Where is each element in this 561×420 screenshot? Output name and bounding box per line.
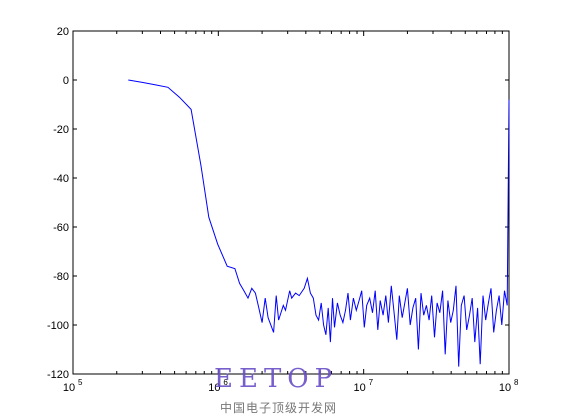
y-tick-label: -120 [47, 369, 69, 381]
x-tick-label-exponent: 5 [78, 378, 83, 387]
y-tick-label: -40 [53, 173, 69, 185]
x-tick-label-exponent: 8 [514, 378, 519, 387]
watermark-caption: 中国电子顶级开发网 [220, 401, 338, 415]
x-axis-tick-labels: 10 5 10 6 10 7 10 8 [63, 378, 519, 394]
axis-ticks [72, 30, 510, 375]
x-tick-label: 10 [354, 382, 366, 394]
series-group [128, 79, 510, 367]
y-tick-label: -60 [53, 222, 69, 234]
x-tick-label: 10 [499, 382, 511, 394]
x-tick-label: 10 [63, 382, 75, 394]
series-line [128, 79, 510, 367]
x-tick-label-exponent: 7 [369, 378, 374, 387]
y-tick-label: -20 [53, 124, 69, 136]
y-tick-label: 0 [63, 75, 69, 87]
x-tick-label-exponent: 6 [223, 378, 228, 387]
y-tick-label: -80 [53, 271, 69, 283]
x-tick-label: 10 [208, 382, 220, 394]
y-axis-tick-labels: 20 0 -20 -40 -60 -80 -100 -120 [47, 26, 69, 381]
y-tick-label: -100 [47, 320, 69, 332]
y-tick-label: 20 [57, 26, 69, 38]
watermark-logo: EETOP [214, 364, 339, 394]
